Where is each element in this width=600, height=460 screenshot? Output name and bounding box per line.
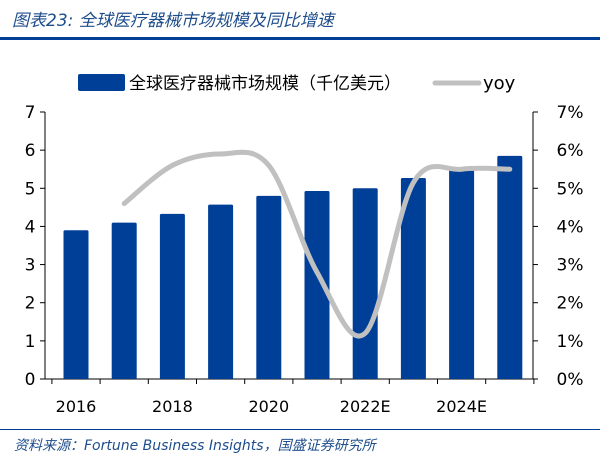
bar-2022E (352, 188, 378, 379)
bar-2017 (111, 222, 137, 379)
left-tick-label: 0 (25, 370, 36, 390)
right-tick-label: 0% (557, 370, 584, 390)
right-tick-label: 5% (557, 179, 584, 199)
bar-2023E (400, 177, 426, 379)
bar-2021 (304, 190, 330, 379)
left-tick-label: 1 (25, 332, 36, 352)
legend-bar-label: 全球医疗器械市场规模（千亿美元） (129, 74, 401, 94)
bar-2024E (449, 167, 475, 379)
x-tick-label: 2018 (152, 397, 193, 416)
left-tick-label: 6 (25, 141, 36, 161)
left-tick-label: 3 (25, 256, 36, 276)
bar-2019 (208, 204, 234, 379)
right-tick-label: 3% (557, 256, 584, 276)
legend-line-label: yoy (483, 73, 516, 94)
yoy-line (121, 149, 513, 339)
left-tick-label: 5 (25, 179, 36, 199)
chart-title: 图表23: 全球医疗器械市场规模及同比增速 (12, 11, 334, 31)
x-tick-label: 2016 (56, 397, 97, 416)
right-tick-label: 6% (557, 141, 584, 161)
bar-2016 (63, 230, 89, 379)
x-tick-label: 2022E (340, 397, 391, 416)
source-note: 资料来源：Fortune Business Insights，国盛证券研究所 (14, 438, 376, 454)
footer-rule (0, 429, 600, 430)
left-tick-label: 2 (25, 294, 36, 314)
right-tick-label: 2% (557, 294, 584, 314)
bar-2025E (497, 155, 523, 379)
x-tick-label: 2020 (248, 397, 289, 416)
title-rule (0, 37, 600, 40)
x-tick-label: 2024E (436, 397, 487, 416)
right-tick-label: 1% (557, 332, 584, 352)
left-tick-label: 7 (25, 103, 36, 123)
bar-2018 (159, 213, 185, 379)
legend-bar-swatch (78, 74, 125, 91)
left-tick-label: 4 (25, 217, 36, 237)
right-tick-label: 4% (557, 217, 584, 237)
right-tick-label: 7% (557, 103, 584, 123)
bar-2020 (256, 195, 282, 379)
